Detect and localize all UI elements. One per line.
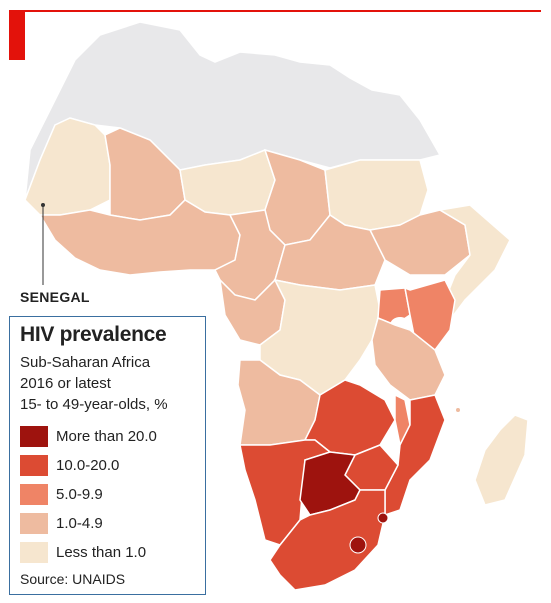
legend-swatch [20, 512, 48, 534]
legend-item: Less than 1.0 [20, 541, 146, 563]
region-lesotho [349, 536, 367, 554]
legend-item-label: More than 20.0 [56, 427, 157, 445]
legend-subtitle-2: 2016 or latest [20, 375, 111, 392]
region-south-africa [269, 489, 386, 591]
legend-item-label: Less than 1.0 [56, 543, 147, 561]
source-note: Source: UNAIDS [20, 571, 126, 587]
legend-subtitle-1: Sub-Saharan Africa [20, 354, 151, 371]
senegal-label: SENEGAL [20, 289, 90, 305]
legend-swatch [20, 483, 48, 505]
top-rule [9, 10, 541, 12]
legend-item: 5.0-9.9 [20, 483, 103, 505]
legend-item-label: 10.0-20.0 [56, 456, 120, 474]
legend-swatch [20, 541, 48, 563]
legend-item: 1.0-4.9 [20, 512, 103, 534]
region-comoros [456, 408, 460, 412]
legend-subtitle-3: 15- to 49-year-olds, % [20, 396, 168, 413]
region-eswatini [377, 512, 389, 524]
senegal-callout-dot [41, 203, 45, 207]
legend-item-label: 5.0-9.9 [56, 485, 103, 503]
legend-item: More than 20.0 [20, 425, 157, 447]
legend-title: HIV prevalence [20, 323, 167, 346]
region-west-sahel [24, 117, 111, 216]
brand-accent-bar [9, 10, 25, 60]
legend-item: 10.0-20.0 [20, 454, 119, 476]
legend: HIV prevalence Sub-Saharan Africa 2016 o… [9, 316, 206, 595]
legend-item-label: 1.0-4.9 [56, 514, 103, 532]
region-madagascar [474, 414, 529, 506]
legend-swatch [20, 454, 48, 476]
legend-swatch [20, 425, 48, 447]
region-mozambique [384, 394, 446, 517]
